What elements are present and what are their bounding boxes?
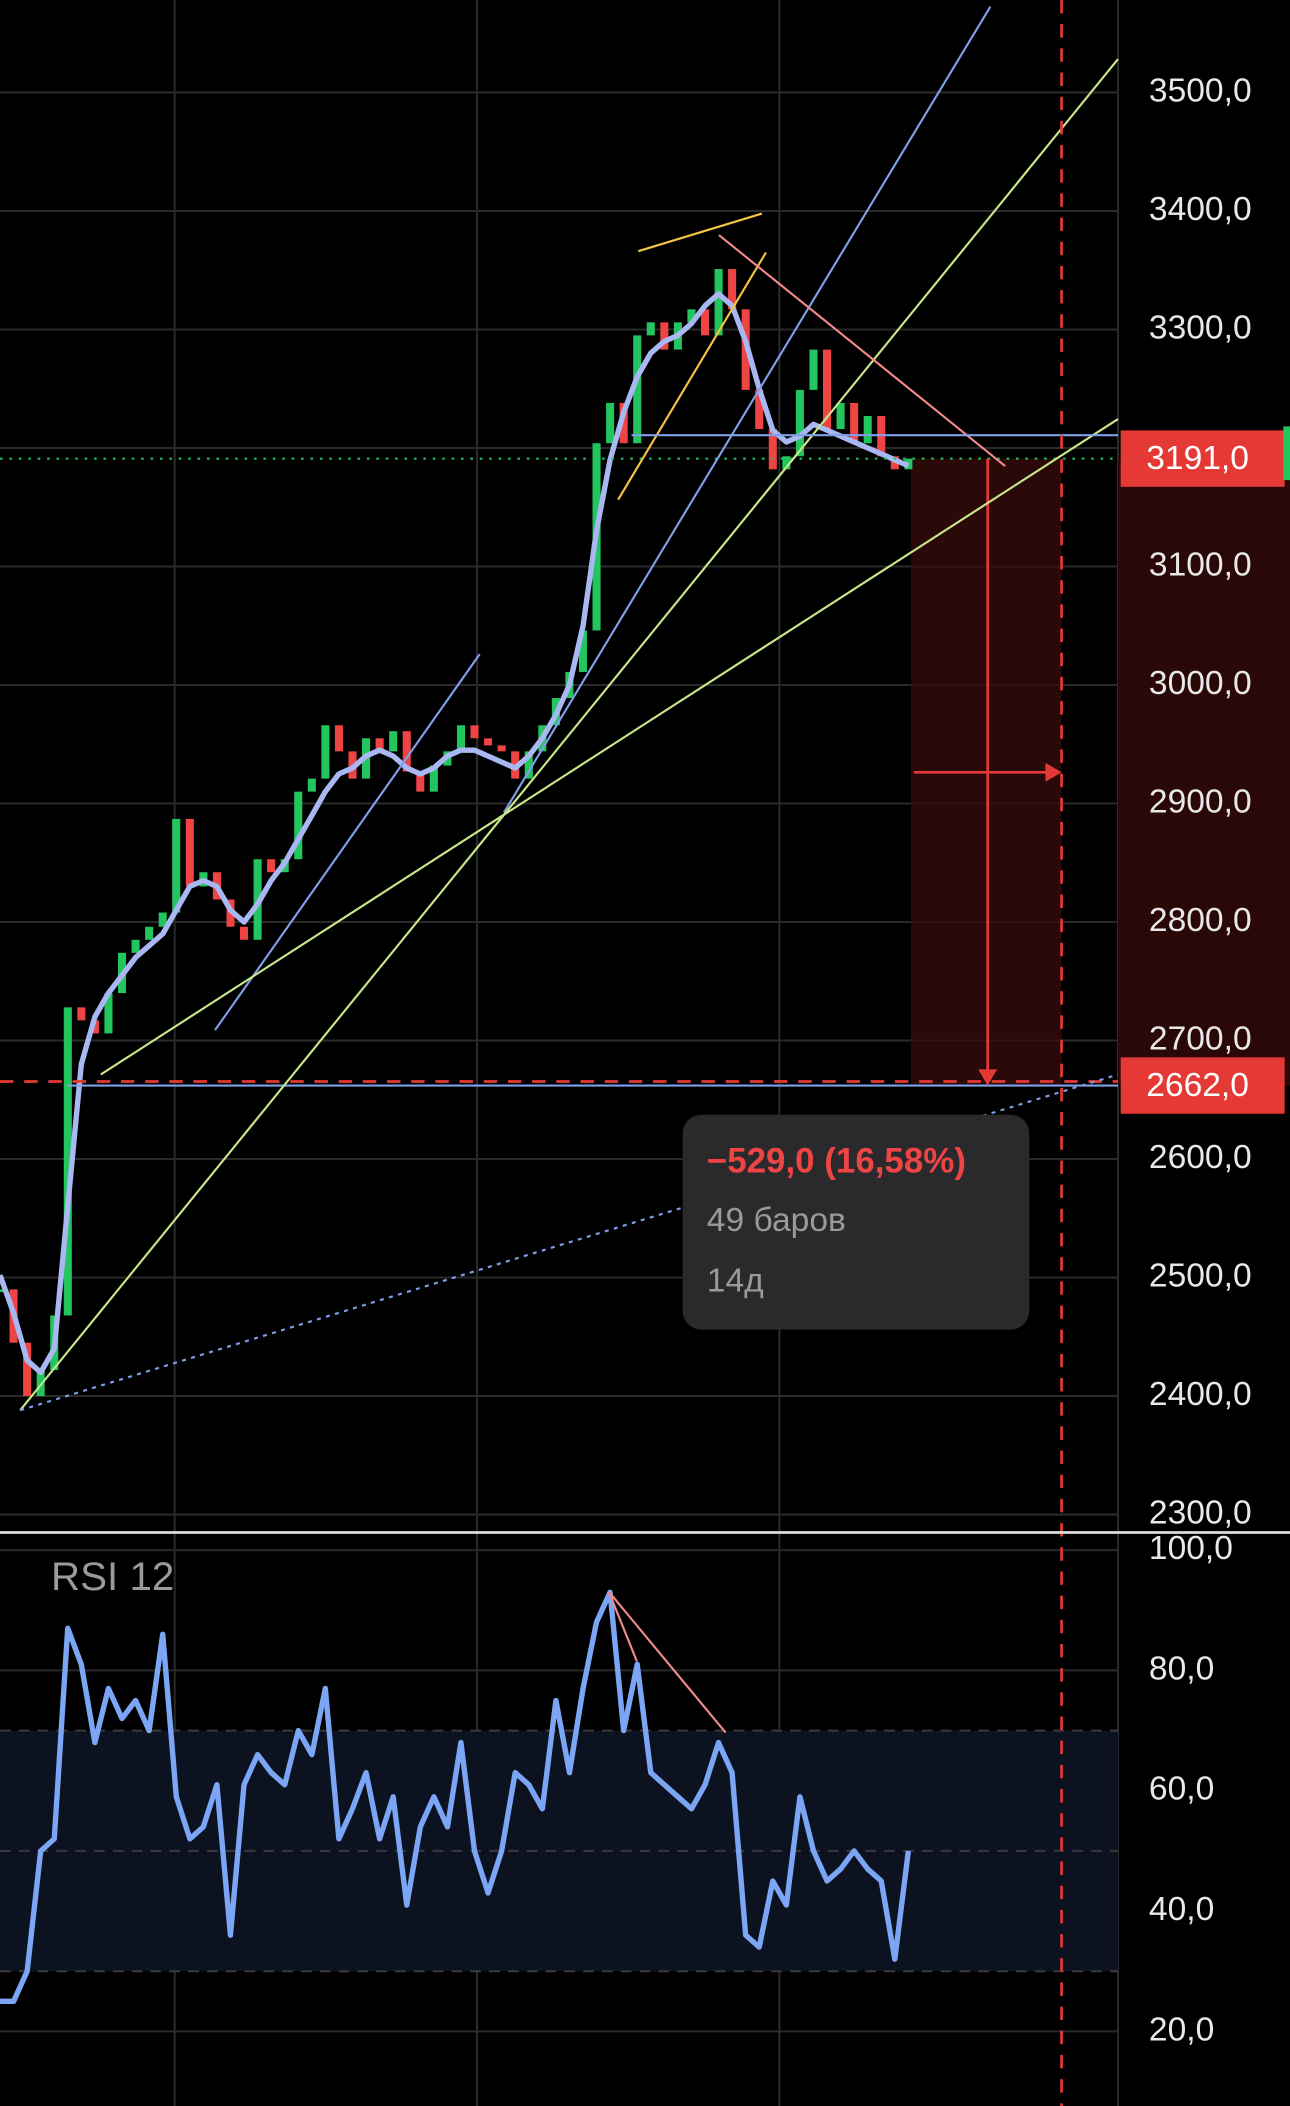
candle bbox=[836, 402, 845, 430]
trend-line bbox=[718, 234, 1006, 467]
y-tick-label: 2700,0 bbox=[1149, 1020, 1252, 1057]
candle bbox=[185, 818, 194, 887]
measure-tooltip: −529,0 (16,58%) 49 баров 14д bbox=[682, 1114, 1030, 1330]
tooltip-bars: 49 баров bbox=[707, 1202, 846, 1239]
candle bbox=[77, 1007, 86, 1021]
price-tag-box bbox=[1120, 430, 1285, 487]
tooltip-duration: 14д bbox=[707, 1263, 764, 1300]
y-tick-label: 3500,0 bbox=[1149, 72, 1252, 109]
axis-layer: 2300,0 2400,0 2500,0 2600,0 2700,0 2800,0 2900… bbox=[1120, 72, 1290, 2048]
candle bbox=[619, 402, 628, 444]
candle bbox=[158, 912, 167, 927]
price-tag-label: 3191,0 bbox=[1146, 440, 1249, 477]
y-tick-label: 20,0 bbox=[1149, 2011, 1214, 2048]
candle bbox=[660, 322, 669, 350]
candle bbox=[267, 859, 276, 873]
candle bbox=[768, 429, 777, 470]
candle bbox=[484, 738, 493, 746]
rsi-trend-line bbox=[607, 1590, 727, 1734]
arrow-head bbox=[978, 1069, 998, 1086]
candle bbox=[470, 725, 479, 739]
candle bbox=[863, 415, 872, 444]
line-series bbox=[0, 291, 910, 1376]
candle bbox=[795, 389, 804, 457]
candle bbox=[334, 725, 343, 752]
measure-zone-axis bbox=[1118, 458, 1290, 1086]
tooltip-change: −529,0 (16,58%) bbox=[707, 1141, 966, 1180]
y-tick-label: 2800,0 bbox=[1149, 902, 1252, 939]
candle bbox=[782, 456, 791, 470]
candle bbox=[104, 993, 113, 1034]
candle bbox=[429, 765, 438, 792]
candle bbox=[524, 751, 533, 779]
arrow-head bbox=[1045, 762, 1062, 782]
trend-line bbox=[214, 653, 481, 1031]
candle bbox=[90, 1020, 99, 1034]
y-tick-label: 3400,0 bbox=[1149, 191, 1252, 228]
y-tick-label: 100,0 bbox=[1149, 1530, 1233, 1567]
candle bbox=[36, 1369, 45, 1397]
candle bbox=[416, 771, 425, 792]
y-tick-label: 80,0 bbox=[1149, 1650, 1214, 1687]
candle bbox=[389, 731, 398, 752]
candle bbox=[633, 335, 642, 444]
candle bbox=[646, 322, 655, 336]
rsi-title: RSI 12 bbox=[51, 1554, 174, 1599]
candle bbox=[63, 1007, 72, 1316]
y-tick-label: 40,0 bbox=[1149, 1891, 1214, 1928]
y-tick-label: 3300,0 bbox=[1149, 309, 1252, 346]
y-tick-label: 3000,0 bbox=[1149, 665, 1252, 702]
rsi-trend-line bbox=[607, 1591, 638, 1662]
candle bbox=[714, 269, 723, 336]
trend-line bbox=[100, 418, 1119, 1076]
candle bbox=[687, 309, 696, 323]
candle bbox=[809, 349, 818, 390]
candle bbox=[294, 791, 303, 860]
y-tick-label: 60,0 bbox=[1149, 1771, 1214, 1808]
trend-line bbox=[19, 58, 1119, 1411]
candle bbox=[0, 1289, 5, 1293]
candle bbox=[755, 389, 764, 430]
price-tag-label: 2662,0 bbox=[1146, 1067, 1249, 1104]
trend-line bbox=[502, 6, 992, 814]
candle bbox=[606, 402, 615, 444]
candle bbox=[497, 745, 506, 752]
candle bbox=[307, 778, 316, 792]
price-tag-flag bbox=[1283, 426, 1290, 481]
candle bbox=[578, 630, 588, 672]
candle bbox=[456, 725, 465, 752]
marks-layer bbox=[0, 269, 1118, 2005]
trend-line bbox=[19, 1073, 1119, 1412]
candle bbox=[240, 926, 249, 940]
y-tick-label: 2600,0 bbox=[1149, 1139, 1252, 1176]
candle bbox=[145, 926, 154, 940]
candle bbox=[172, 818, 181, 913]
y-tick-label: 3100,0 bbox=[1149, 546, 1252, 583]
trend-line bbox=[637, 212, 763, 253]
candle bbox=[321, 725, 330, 779]
trend-line bbox=[617, 251, 767, 501]
y-tick-label: 2500,0 bbox=[1149, 1257, 1252, 1294]
price-tag-box bbox=[1120, 1057, 1285, 1114]
candle bbox=[375, 738, 384, 752]
line-series bbox=[0, 1589, 912, 2005]
candle bbox=[728, 269, 737, 310]
tooltip-box bbox=[682, 1114, 1030, 1330]
candle bbox=[402, 731, 411, 772]
candle bbox=[850, 402, 859, 444]
y-tick-label: 2300,0 bbox=[1149, 1494, 1252, 1531]
candle bbox=[822, 349, 832, 430]
candle bbox=[131, 939, 140, 953]
drawings bbox=[19, 0, 1119, 2106]
candle bbox=[700, 309, 710, 336]
y-tick-label: 2900,0 bbox=[1149, 783, 1252, 820]
y-tick-label: 2400,0 bbox=[1149, 1376, 1252, 1413]
candle bbox=[23, 1342, 32, 1397]
